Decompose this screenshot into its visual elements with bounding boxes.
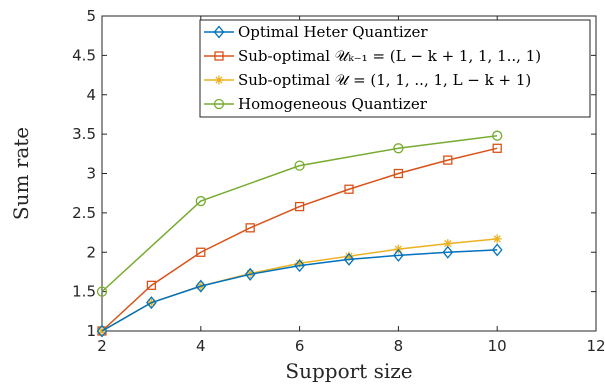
series-line [101,249,498,332]
legend: Optimal Heter Quantizer Sub-optimal 𝒰ₖ₋₁ … [199,19,591,118]
data-point [443,155,453,165]
data-point [442,245,454,259]
y-tick-label: 3 [86,165,96,183]
data-point [245,269,255,279]
legend-label: Sub-optimal 𝒰ₖ₋₁ = (L − k + 1, 1, 1.., 1… [238,47,541,65]
legend-label: Homogeneous Quantizer [238,95,428,113]
x-tick-label: 2 [97,337,107,355]
data-point [146,296,157,310]
data-point [294,160,305,171]
legend-marker [214,75,224,85]
x-tick-label: 4 [196,337,206,355]
data-point [492,143,502,153]
data-point [393,168,404,179]
data-point [492,130,503,141]
axis-ticks: 2 4 6 8 10 12 1 1.5 2 2.5 3 3.5 4 4.5 5 [72,7,605,355]
data-point [146,280,157,290]
data-point [196,247,206,257]
legend-marker [213,98,225,110]
y-tick-label: 3.5 [72,125,96,143]
data-point [343,252,355,266]
data-point [491,243,503,257]
data-point [96,324,108,338]
data-point [443,239,453,249]
legend-label: Optimal Heter Quantizer [238,23,428,41]
legend-label: Sub-optimal 𝒰 = (1, 1, .., 1, L − k + 1) [238,71,531,89]
series-line [101,134,498,293]
legend-marker [213,25,225,39]
legend-marker [214,51,224,61]
series-diamond [96,243,503,338]
data-point [344,184,354,194]
data-point [96,286,108,297]
y-tick-label: 4 [86,86,96,104]
y-tick-label: 2 [86,243,96,261]
data-point [393,143,404,154]
y-tick-label: 1 [86,322,96,340]
data-point [294,201,305,212]
x-tick-label: 6 [295,337,305,355]
y-tick-label: 4.5 [72,46,96,64]
series-layer [96,130,503,338]
y-tick-label: 1.5 [72,283,96,301]
legend-box [199,19,591,118]
y-tick-label: 2.5 [72,204,96,222]
series-circle [96,130,503,297]
x-axis-label: Support size [285,359,412,383]
data-point [195,279,207,293]
data-point [393,248,404,262]
data-point [295,258,305,268]
legend-entry: Optimal Heter Quantizer [204,23,428,41]
x-tick-label: 12 [586,337,605,355]
data-point [195,195,206,207]
x-tick-label: 8 [394,337,404,355]
series-line [101,147,498,332]
y-axis-label: Sum rate [9,127,33,220]
legend-entry: Sub-optimal 𝒰 = (1, 1, .., 1, L − k + 1) [204,71,531,89]
legend-entry: Sub-optimal 𝒰ₖ₋₁ = (L − k + 1, 1, 1.., 1… [204,47,541,65]
data-point [244,267,256,281]
data-point [294,259,305,273]
data-point [245,223,255,233]
y-tick-label: 5 [86,7,96,25]
legend-entry: Homogeneous Quantizer [204,95,428,113]
data-point [492,234,502,244]
x-tick-label: 10 [488,337,507,355]
data-point [344,251,354,261]
